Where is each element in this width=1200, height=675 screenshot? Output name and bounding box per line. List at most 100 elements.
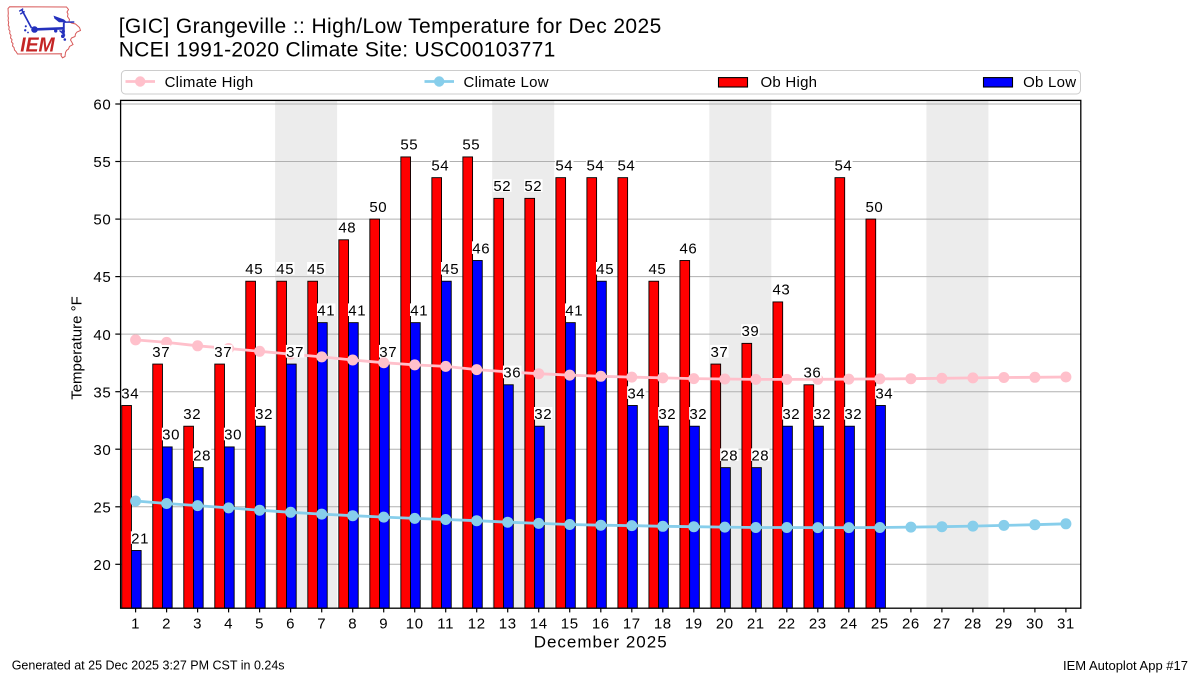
svg-text:6: 6 (286, 615, 295, 632)
svg-text:9: 9 (379, 615, 388, 632)
svg-text:8: 8 (348, 615, 357, 632)
svg-text:13: 13 (499, 615, 517, 632)
svg-text:Climate High: Climate High (165, 74, 254, 91)
svg-text:40: 40 (93, 327, 111, 344)
svg-text:50: 50 (93, 212, 111, 229)
svg-text:21: 21 (131, 530, 149, 547)
svg-text:December 2025: December 2025 (534, 633, 668, 652)
svg-text:54: 54 (555, 157, 573, 174)
svg-text:28: 28 (193, 447, 211, 464)
svg-text:16: 16 (592, 615, 610, 632)
svg-text:32: 32 (183, 406, 201, 423)
svg-text:22: 22 (778, 615, 796, 632)
svg-text:20: 20 (93, 557, 111, 574)
svg-text:37: 37 (710, 344, 728, 361)
svg-text:27: 27 (933, 615, 951, 632)
svg-text:46: 46 (472, 240, 490, 257)
svg-text:52: 52 (493, 178, 511, 195)
svg-text:32: 32 (689, 406, 707, 423)
svg-text:45: 45 (441, 261, 459, 278)
svg-text:32: 32 (658, 406, 676, 423)
svg-text:Temperature °F: Temperature °F (69, 296, 86, 400)
svg-text:30: 30 (224, 427, 242, 444)
svg-text:19: 19 (685, 615, 703, 632)
svg-text:55: 55 (93, 154, 111, 171)
svg-text:18: 18 (654, 615, 672, 632)
svg-text:28: 28 (720, 447, 738, 464)
svg-text:2: 2 (162, 615, 171, 632)
svg-text:31: 31 (1057, 615, 1075, 632)
svg-text:24: 24 (840, 615, 858, 632)
svg-text:5: 5 (255, 615, 264, 632)
svg-text:32: 32 (255, 406, 273, 423)
svg-text:37: 37 (379, 344, 397, 361)
svg-text:Generated at 25 Dec 2025 3:27: Generated at 25 Dec 2025 3:27 PM CST in … (12, 659, 285, 673)
svg-text:21: 21 (747, 615, 765, 632)
svg-text:37: 37 (286, 344, 304, 361)
svg-text:11: 11 (437, 615, 454, 632)
svg-text:Ob Low: Ob Low (1023, 74, 1076, 91)
svg-text:45: 45 (596, 261, 614, 278)
svg-text:39: 39 (741, 323, 759, 340)
svg-text:50: 50 (369, 199, 387, 216)
svg-text:32: 32 (813, 406, 831, 423)
svg-text:10: 10 (406, 615, 424, 632)
svg-text:34: 34 (121, 385, 139, 402)
svg-text:48: 48 (338, 220, 356, 237)
svg-text:36: 36 (503, 365, 521, 382)
svg-text:IEM Autoplot App #17: IEM Autoplot App #17 (1063, 658, 1188, 673)
svg-text:Ob High: Ob High (761, 74, 818, 91)
svg-text:30: 30 (1026, 615, 1044, 632)
svg-text:12: 12 (468, 615, 486, 632)
svg-text:45: 45 (276, 261, 294, 278)
svg-text:29: 29 (995, 615, 1013, 632)
svg-text:3: 3 (193, 615, 202, 632)
svg-text:20: 20 (716, 615, 734, 632)
svg-text:17: 17 (623, 615, 641, 632)
svg-text:32: 32 (534, 406, 552, 423)
svg-text:45: 45 (307, 261, 325, 278)
svg-text:4: 4 (224, 615, 233, 632)
svg-text:52: 52 (524, 178, 542, 195)
svg-text:1: 1 (131, 615, 140, 632)
svg-text:15: 15 (561, 615, 579, 632)
svg-text:46: 46 (679, 240, 697, 257)
svg-text:26: 26 (902, 615, 920, 632)
svg-text:41: 41 (410, 302, 428, 319)
svg-text:54: 54 (834, 157, 852, 174)
svg-text:[GIC] Grangeville :: High/Low: [GIC] Grangeville :: High/Low Temperatur… (119, 15, 662, 38)
svg-text:54: 54 (431, 157, 449, 174)
svg-text:Climate Low: Climate Low (464, 74, 549, 91)
svg-text:23: 23 (809, 615, 827, 632)
svg-text:55: 55 (400, 137, 418, 154)
svg-text:28: 28 (964, 615, 982, 632)
svg-text:32: 32 (844, 406, 862, 423)
svg-text:34: 34 (627, 385, 645, 402)
svg-text:28: 28 (751, 447, 769, 464)
svg-text:45: 45 (245, 261, 263, 278)
svg-text:35: 35 (93, 384, 111, 401)
svg-text:55: 55 (462, 137, 480, 154)
svg-text:7: 7 (317, 615, 326, 632)
svg-text:37: 37 (152, 344, 170, 361)
svg-text:30: 30 (93, 442, 111, 459)
svg-text:45: 45 (93, 269, 111, 286)
svg-text:41: 41 (317, 302, 335, 319)
svg-text:45: 45 (648, 261, 666, 278)
svg-text:30: 30 (162, 427, 180, 444)
svg-text:41: 41 (565, 302, 583, 319)
svg-text:25: 25 (871, 615, 889, 632)
svg-text:NCEI 1991-2020 Climate Site: U: NCEI 1991-2020 Climate Site: USC00103771 (119, 39, 556, 62)
svg-text:IEM: IEM (20, 34, 55, 57)
svg-text:25: 25 (93, 499, 111, 516)
svg-text:37: 37 (214, 344, 232, 361)
svg-text:36: 36 (803, 365, 821, 382)
svg-text:41: 41 (348, 302, 366, 319)
svg-text:50: 50 (865, 199, 883, 216)
svg-text:43: 43 (772, 282, 790, 299)
svg-text:54: 54 (617, 157, 635, 174)
svg-text:34: 34 (875, 385, 893, 402)
svg-text:54: 54 (586, 157, 604, 174)
svg-text:60: 60 (93, 97, 111, 114)
svg-text:14: 14 (530, 615, 548, 632)
